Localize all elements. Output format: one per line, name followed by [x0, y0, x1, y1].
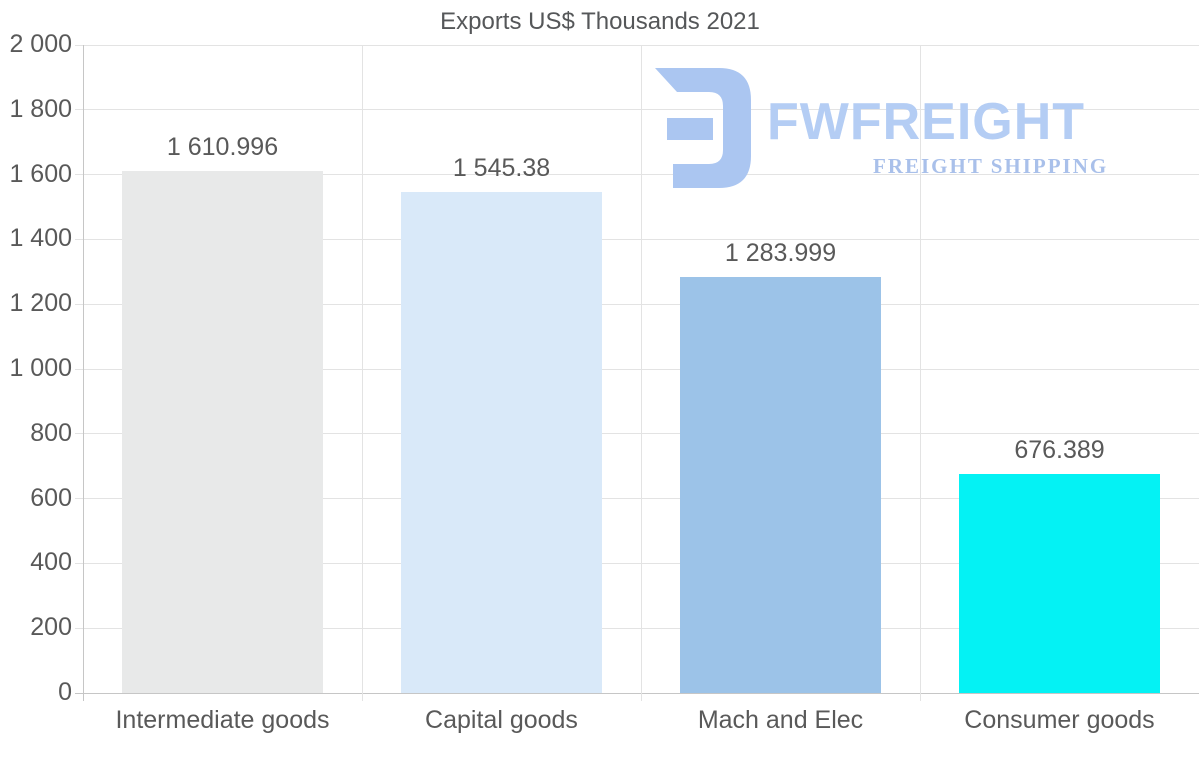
bar-value-label: 676.389 — [1014, 435, 1105, 464]
x-axis-category-label: Capital goods — [425, 706, 578, 734]
h-gridline — [75, 368, 1199, 370]
h-gridline — [75, 498, 1199, 500]
bar-consumer-goods — [959, 473, 1160, 693]
h-gridline — [75, 109, 1199, 111]
h-gridline — [75, 562, 1199, 564]
y-axis-tick-label: 600 — [30, 483, 72, 512]
x-axis-category-label: Intermediate goods — [115, 706, 330, 734]
y-axis-tick-label: 1 200 — [9, 289, 72, 318]
y-axis-tick-label: 2 000 — [9, 30, 72, 58]
h-gridline — [75, 238, 1199, 240]
y-axis-tick-label: 200 — [30, 613, 72, 642]
v-gridline — [919, 45, 921, 701]
y-axis-tick-label: 400 — [30, 548, 72, 577]
bar-value-label: 1 283.999 — [724, 238, 837, 267]
y-axis-line — [82, 45, 84, 701]
x-axis-category-label: Consumer goods — [964, 706, 1155, 734]
bar-value-label: 1 545.38 — [452, 154, 551, 183]
y-axis-tick-label: 1 000 — [9, 354, 72, 382]
x-axis-category-label: Mach and Elec — [697, 706, 864, 734]
y-axis-tick-label: 1 800 — [9, 94, 72, 123]
h-gridline — [75, 627, 1199, 629]
chart-title: Exports US$ Thousands 2021 — [440, 8, 760, 35]
y-axis-tick-label: 800 — [30, 418, 72, 447]
h-gridline — [75, 433, 1199, 435]
h-gridline — [75, 44, 1199, 46]
v-gridline — [361, 45, 363, 701]
bar-intermediate-goods — [122, 171, 323, 693]
bar-capital-goods — [401, 192, 602, 693]
h-gridline — [75, 174, 1199, 176]
v-gridline — [640, 45, 642, 701]
bar-mach-and-elec — [680, 276, 881, 693]
h-gridline — [75, 692, 1199, 694]
bar-value-label: 1 610.996 — [166, 133, 279, 162]
h-gridline — [75, 303, 1199, 305]
y-axis-tick-label: 1 600 — [9, 159, 72, 188]
y-axis-tick-label: 0 — [58, 678, 72, 706]
y-axis-tick-label: 1 400 — [9, 224, 72, 253]
